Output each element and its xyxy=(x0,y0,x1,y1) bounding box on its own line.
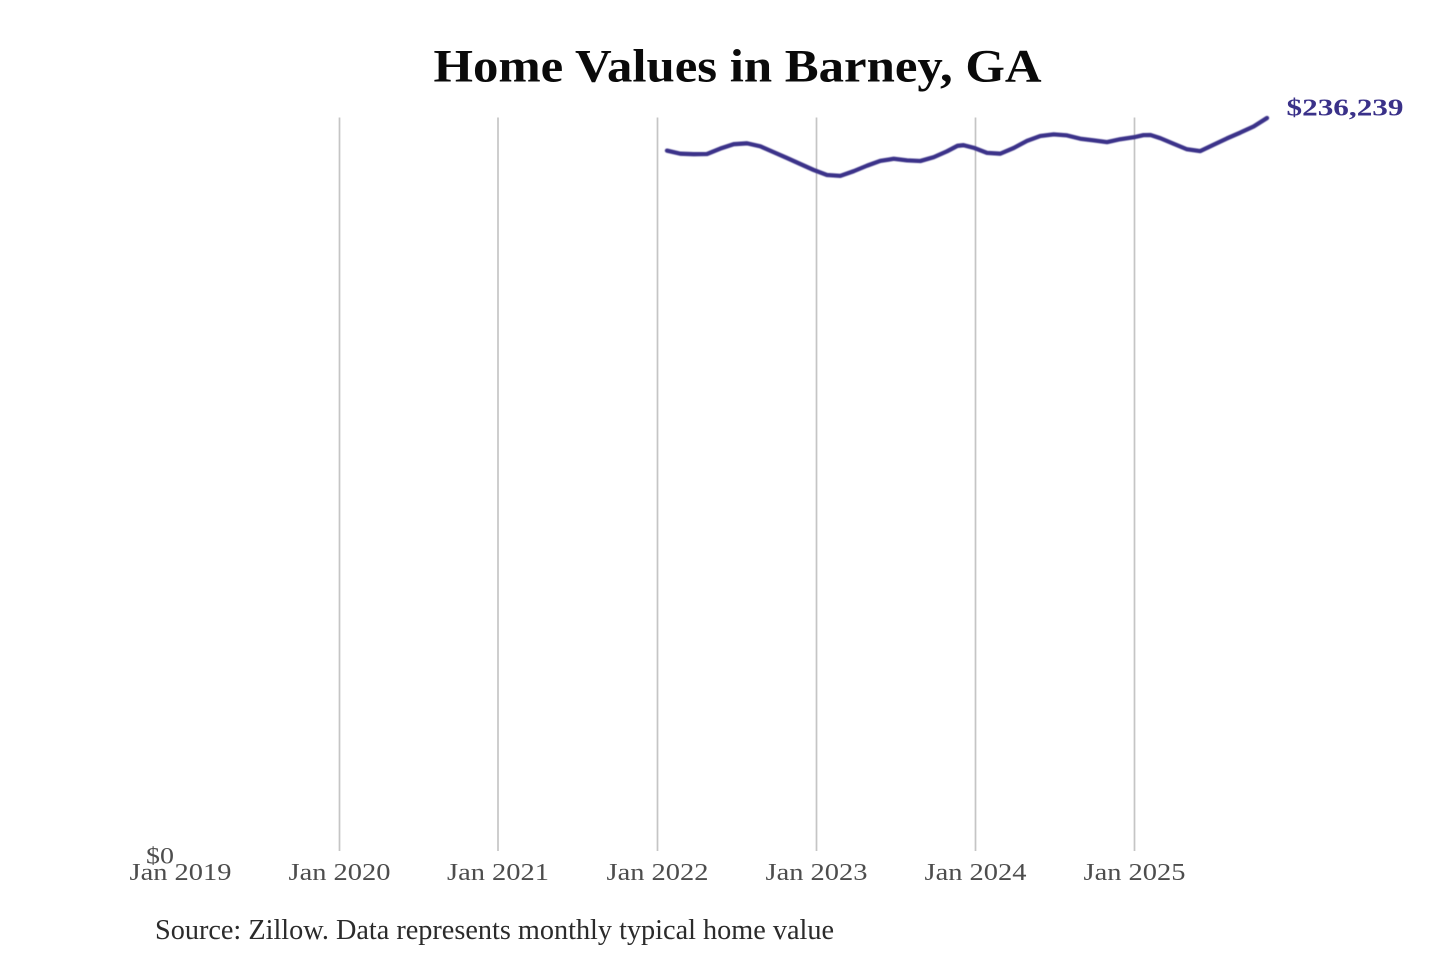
svg-text:Jan 2022: Jan 2022 xyxy=(607,859,709,886)
svg-text:Home Values in Barney, GA: Home Values in Barney, GA xyxy=(434,41,1042,93)
svg-text:Jan 2025: Jan 2025 xyxy=(1084,859,1186,886)
svg-text:Jan 2021: Jan 2021 xyxy=(447,859,549,886)
svg-text:$0: $0 xyxy=(146,843,174,868)
svg-text:$236,239: $236,239 xyxy=(1287,95,1404,122)
svg-text:Source: Zillow. Data represent: Source: Zillow. Data represents monthly … xyxy=(155,915,834,946)
svg-text:Jan 2019: Jan 2019 xyxy=(130,859,232,886)
svg-text:Jan 2024: Jan 2024 xyxy=(925,859,1027,886)
svg-text:Jan 2023: Jan 2023 xyxy=(766,859,868,886)
svg-text:Jan 2020: Jan 2020 xyxy=(289,859,391,886)
